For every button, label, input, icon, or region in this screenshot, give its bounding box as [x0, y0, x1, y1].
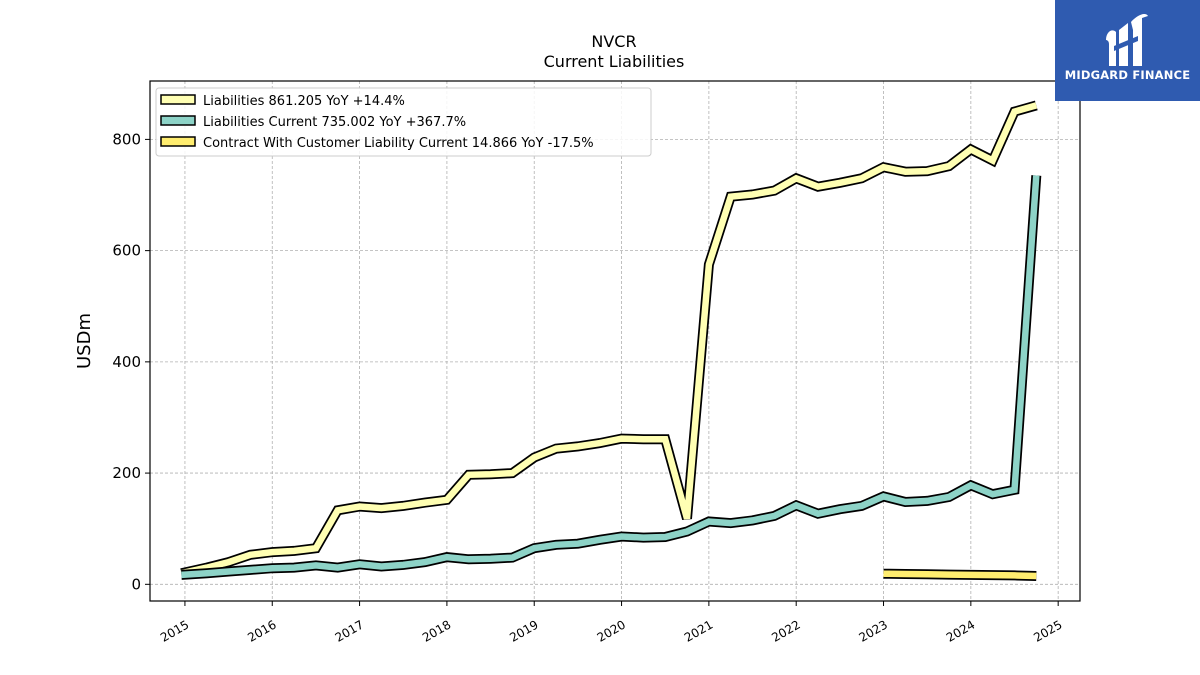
chart-subtitle: Current Liabilities: [544, 52, 685, 71]
x-tick-label: 2025: [1031, 617, 1064, 644]
series-layer: [180, 100, 1042, 581]
grid: [150, 81, 1080, 601]
x-tick-label: 2020: [595, 617, 628, 644]
series-line-liabilities-current: [181, 175, 1040, 579]
x-tick-label: 2017: [333, 617, 366, 644]
x-tick-label: 2024: [944, 617, 977, 644]
y-tick-label: 800: [112, 130, 141, 148]
y-tick-label: 0: [131, 575, 141, 593]
logo-text: MIDGARD FINANCE: [1064, 68, 1191, 82]
series-line-contract-with-customer-liability-current: [883, 570, 1037, 580]
series-outline-liabilities-current: [181, 175, 1042, 580]
x-tick-label: 2016: [245, 617, 278, 644]
y-tick-label: 200: [112, 464, 141, 482]
brand-logo: MIDGARD FINANCE: [1055, 0, 1200, 101]
x-tick-label: 2018: [420, 617, 453, 644]
y-tick-label: 400: [112, 353, 141, 371]
x-tick-label: 2023: [857, 617, 890, 644]
legend-label-liabilities-current: Liabilities Current 735.002 YoY +367.7%: [203, 115, 466, 130]
legend-swatch-liabilities: [160, 94, 196, 105]
logo-mark-icon: [1106, 14, 1148, 67]
legend: Liabilities 861.205 YoY +14.4% Liabiliti…: [155, 87, 652, 157]
legend-label-liabilities: Liabilities 861.205 YoY +14.4%: [203, 94, 405, 109]
legend-box: [155, 87, 652, 157]
legend-label-contract-liability: Contract With Customer Liability Current…: [203, 136, 594, 151]
y-axis-label: USDm: [74, 313, 95, 369]
x-tick-label: 2015: [158, 617, 191, 644]
x-tick-label: 2021: [682, 617, 715, 644]
x-tick-label: 2022: [769, 617, 802, 644]
plot-frame: [149, 80, 1081, 602]
series-line-liabilities: [180, 102, 1038, 577]
legend-swatch-liabilities-current: [160, 115, 196, 126]
chart-title: NVCR: [591, 32, 636, 51]
y-tick-label: 600: [112, 242, 141, 260]
legend-swatch-contract-liability: [160, 136, 196, 147]
x-tick-label: 2019: [507, 617, 540, 644]
